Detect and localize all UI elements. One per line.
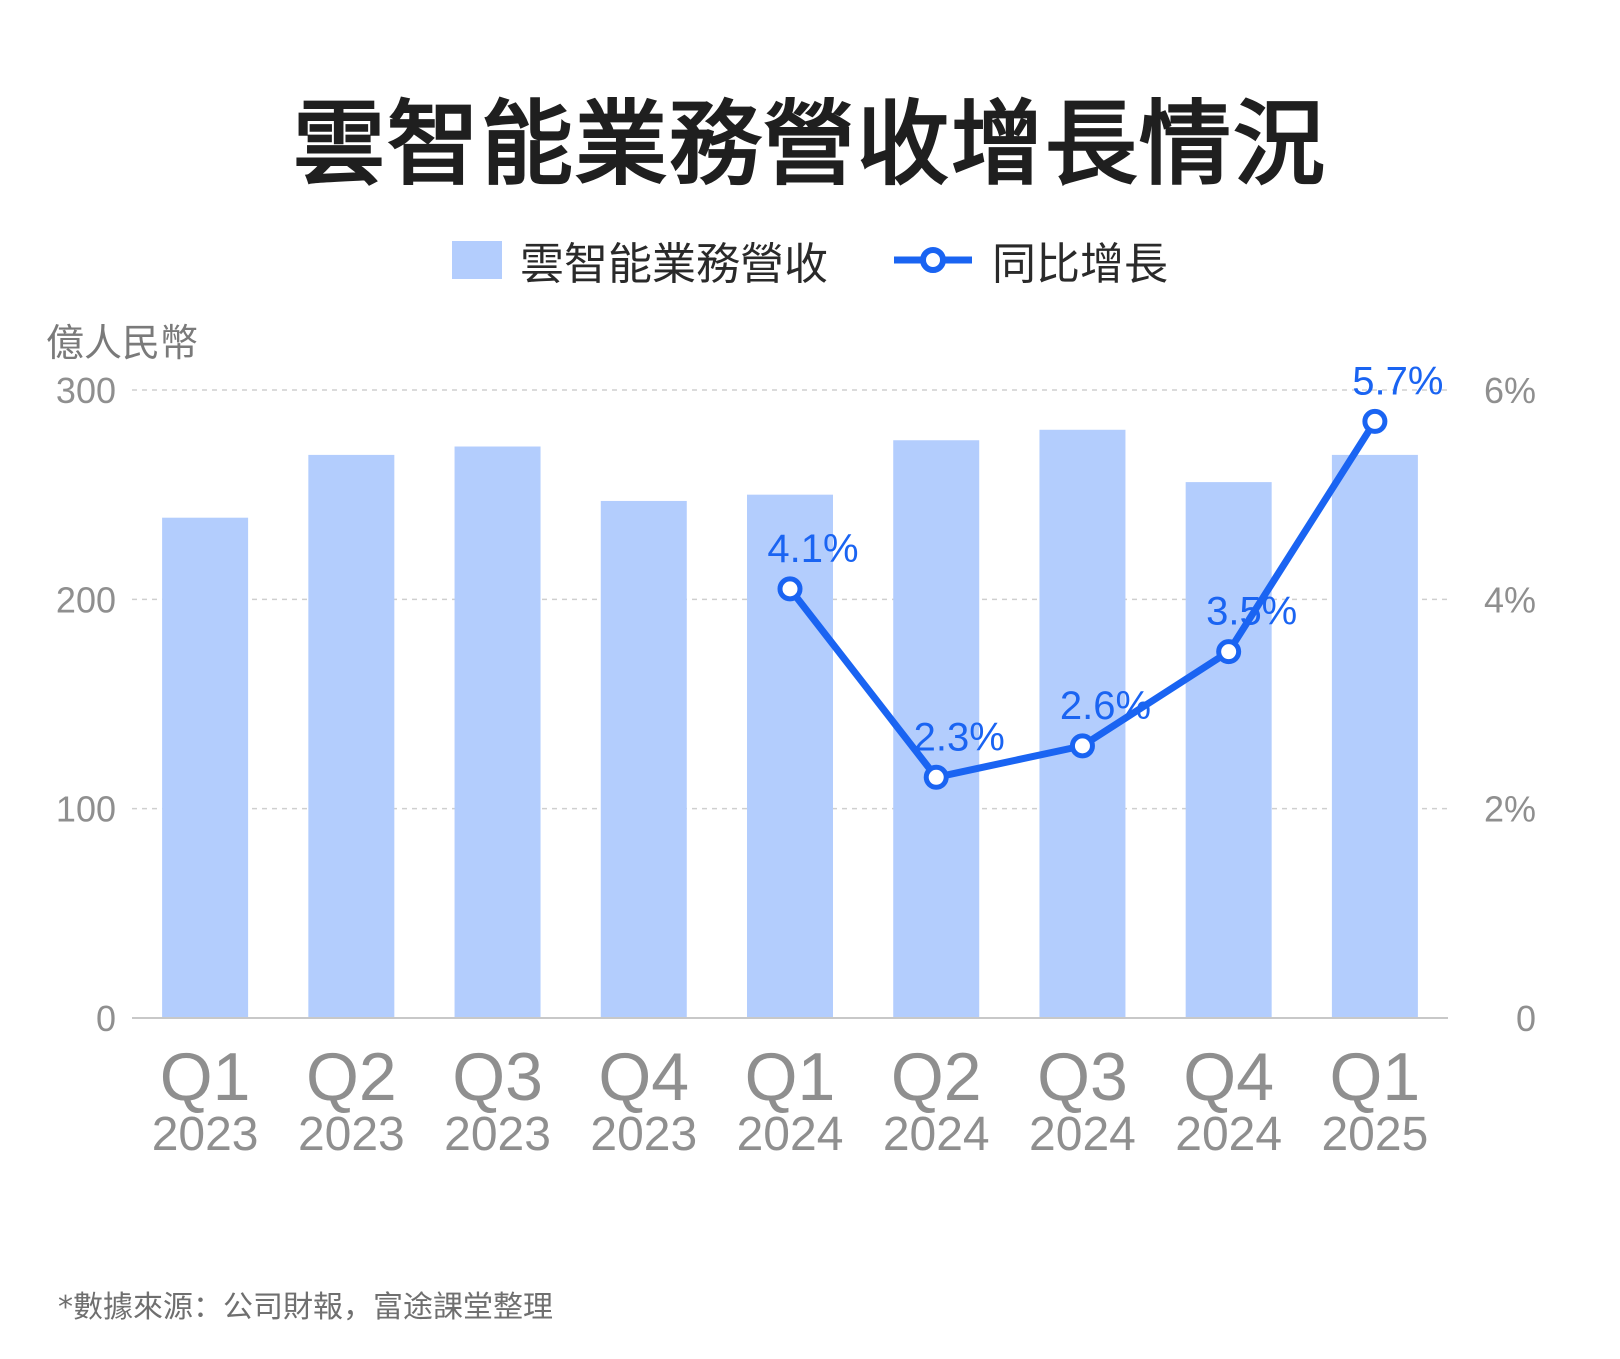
growth-data-label: 4.1% <box>767 527 858 571</box>
bar-q2-2024 <box>893 440 980 1018</box>
source-note: *數據來源：公司財報，富途課堂整理 <box>58 1290 553 1325</box>
legend-line-label: 同比增長 <box>992 239 1168 290</box>
legend-bar-swatch <box>452 241 502 279</box>
growth-point <box>1216 639 1242 665</box>
legend-item-bar: 雲智能業務營收 <box>452 228 828 292</box>
x-label-quarter: Q1 <box>160 1039 251 1115</box>
left-tick-label: 0 <box>96 998 116 1039</box>
growth-data-label: 3.5% <box>1206 590 1297 634</box>
left-tick-label: 200 <box>56 579 116 620</box>
x-label-year: 2024 <box>737 1108 844 1161</box>
right-tick-label: 0 <box>1516 998 1536 1039</box>
bar-q1-2023 <box>162 517 249 1018</box>
growth-point <box>923 764 949 790</box>
x-label-year: 2023 <box>298 1108 405 1161</box>
growth-point <box>777 576 803 602</box>
bar-q1-2024 <box>747 494 833 1019</box>
x-label-year: 2025 <box>1321 1108 1428 1161</box>
right-tick-label: 6% <box>1484 370 1536 411</box>
left-axis-ticks: 0 100 200 300 <box>56 370 116 1039</box>
revenue-bars <box>162 429 1418 1019</box>
x-label-year: 2023 <box>590 1108 697 1161</box>
legend-bar-label: 雲智能業務營收 <box>520 239 828 290</box>
x-label-quarter: Q3 <box>1037 1039 1128 1115</box>
x-label-year: 2024 <box>1029 1108 1136 1161</box>
x-label-quarter: Q4 <box>1183 1039 1274 1115</box>
bar-q3-2023 <box>454 446 541 1018</box>
legend-item-line: 同比增長 <box>892 228 1168 292</box>
right-tick-label: 4% <box>1484 579 1536 620</box>
y-axis-unit-label: 億人民幣 <box>46 321 199 365</box>
growth-data-label: 2.3% <box>914 715 1005 759</box>
x-label-quarter: Q4 <box>598 1039 689 1115</box>
legend: 雲智能業務營收 同比增長 <box>0 228 1620 292</box>
right-axis-ticks: 0 2% 4% 6% <box>1484 370 1536 1039</box>
growth-data-label: 5.7% <box>1352 359 1443 403</box>
growth-line: 4.1% 2.3% 2.6% 3.5% 5.7% <box>767 359 1443 790</box>
x-label-year: 2023 <box>444 1108 551 1161</box>
x-label-year: 2023 <box>152 1108 259 1161</box>
x-label-quarter: Q2 <box>306 1039 397 1115</box>
bar-q4-2024 <box>1185 482 1272 1018</box>
x-label-quarter: Q3 <box>452 1039 543 1115</box>
left-tick-label: 100 <box>56 789 116 830</box>
right-tick-label: 2% <box>1484 789 1536 830</box>
growth-point <box>1362 408 1388 434</box>
x-axis-labels: Q12023Q22023Q32023Q42023Q12024Q22024Q320… <box>152 1039 1429 1161</box>
bar-q2-2023 <box>308 454 395 1019</box>
growth-point <box>1069 733 1095 759</box>
x-label-year: 2024 <box>1175 1108 1282 1161</box>
x-label-year: 2024 <box>883 1108 990 1161</box>
x-label-quarter: Q1 <box>745 1039 836 1115</box>
left-tick-label: 300 <box>56 370 116 411</box>
growth-data-label: 2.6% <box>1060 684 1151 728</box>
bar-q1-2025 <box>1331 454 1418 1019</box>
x-label-quarter: Q1 <box>1330 1039 1421 1115</box>
x-label-quarter: Q2 <box>891 1039 982 1115</box>
legend-line-swatch <box>894 247 972 273</box>
bar-q4-2023 <box>600 500 687 1018</box>
chart-title: 雲智能業務營收增長情況 <box>292 91 1327 198</box>
